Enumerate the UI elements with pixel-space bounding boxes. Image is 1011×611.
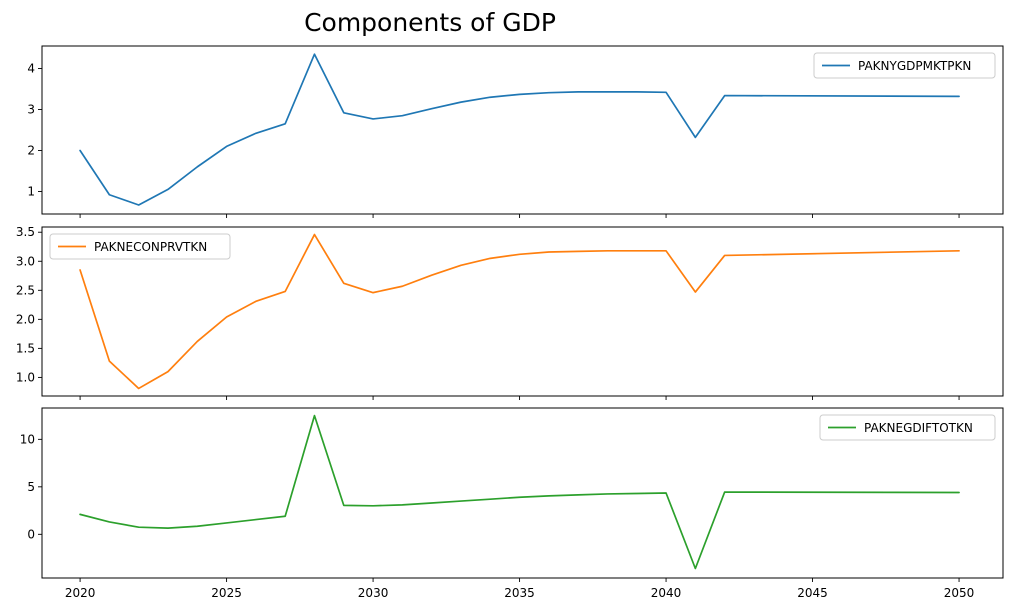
y-tick-label-2-4: 2.5 bbox=[16, 283, 35, 297]
x-tick-label-2: 2025 bbox=[211, 586, 242, 600]
series-line-3-1 bbox=[79, 414, 960, 570]
series-line-1-1 bbox=[79, 53, 960, 206]
y-tick-label-2-3: 2.0 bbox=[16, 312, 35, 326]
legend-1: PAKNYGDPMKTPKN bbox=[813, 52, 996, 79]
y-tick-label-1-3: 3 bbox=[27, 103, 35, 117]
y-tick-label-2-1: 1.0 bbox=[16, 370, 35, 384]
legend-label-1: PAKNYGDPMKTPKN bbox=[858, 59, 971, 73]
axes-frame-1 bbox=[41, 45, 1004, 215]
legend-box-3 bbox=[819, 414, 996, 441]
legend-box-1 bbox=[813, 52, 996, 79]
panels: 1 2 3 4 PAKNYGDPMKTPKN 1.0 1.5 2.0 2.5 3.0 3.5 PAKN… bbox=[16, 45, 1004, 600]
x-tick-label-1: 2020 bbox=[65, 586, 96, 600]
panel-3: 0 5 10 2020 2025 2030 2035 2040 2045 2050 PAKNEGDI… bbox=[20, 407, 1004, 600]
y-tick-label-3-3: 10 bbox=[20, 432, 35, 446]
y-tick-label-2-2: 1.5 bbox=[16, 341, 35, 355]
y-tick-label-1-4: 4 bbox=[27, 62, 35, 76]
y-tick-label-1-1: 1 bbox=[27, 184, 35, 198]
series-line-2-1 bbox=[79, 233, 960, 390]
y-tick-label-2-6: 3.5 bbox=[16, 225, 35, 239]
panel-1: 1 2 3 4 PAKNYGDPMKTPKN bbox=[27, 45, 1004, 218]
legend-3: PAKNEGDIFTOTKN bbox=[819, 414, 996, 441]
y-tick-label-3-2: 5 bbox=[27, 480, 35, 494]
x-tick-label-6: 2045 bbox=[797, 586, 828, 600]
axes-frame-3 bbox=[41, 407, 1004, 579]
legend-box-2 bbox=[49, 233, 231, 260]
x-tick-label-3: 2030 bbox=[358, 586, 389, 600]
axes-frame-2 bbox=[41, 226, 1004, 397]
legend-2: PAKNECONPRVTKN bbox=[49, 233, 231, 260]
legend-label-3: PAKNEGDIFTOTKN bbox=[864, 421, 973, 435]
chart-title: Components of GDP bbox=[304, 8, 556, 37]
x-tick-label-4: 2035 bbox=[504, 586, 535, 600]
x-tick-label-7: 2050 bbox=[944, 586, 975, 600]
panel-2: 1.0 1.5 2.0 2.5 3.0 3.5 PAKNECONPRVTKN bbox=[16, 225, 1004, 400]
y-tick-label-2-5: 3.0 bbox=[16, 254, 35, 268]
y-tick-label-3-1: 0 bbox=[27, 527, 35, 541]
legend-label-2: PAKNECONPRVTKN bbox=[94, 240, 207, 254]
x-tick-label-5: 2040 bbox=[651, 586, 682, 600]
y-tick-label-1-2: 2 bbox=[27, 143, 35, 157]
